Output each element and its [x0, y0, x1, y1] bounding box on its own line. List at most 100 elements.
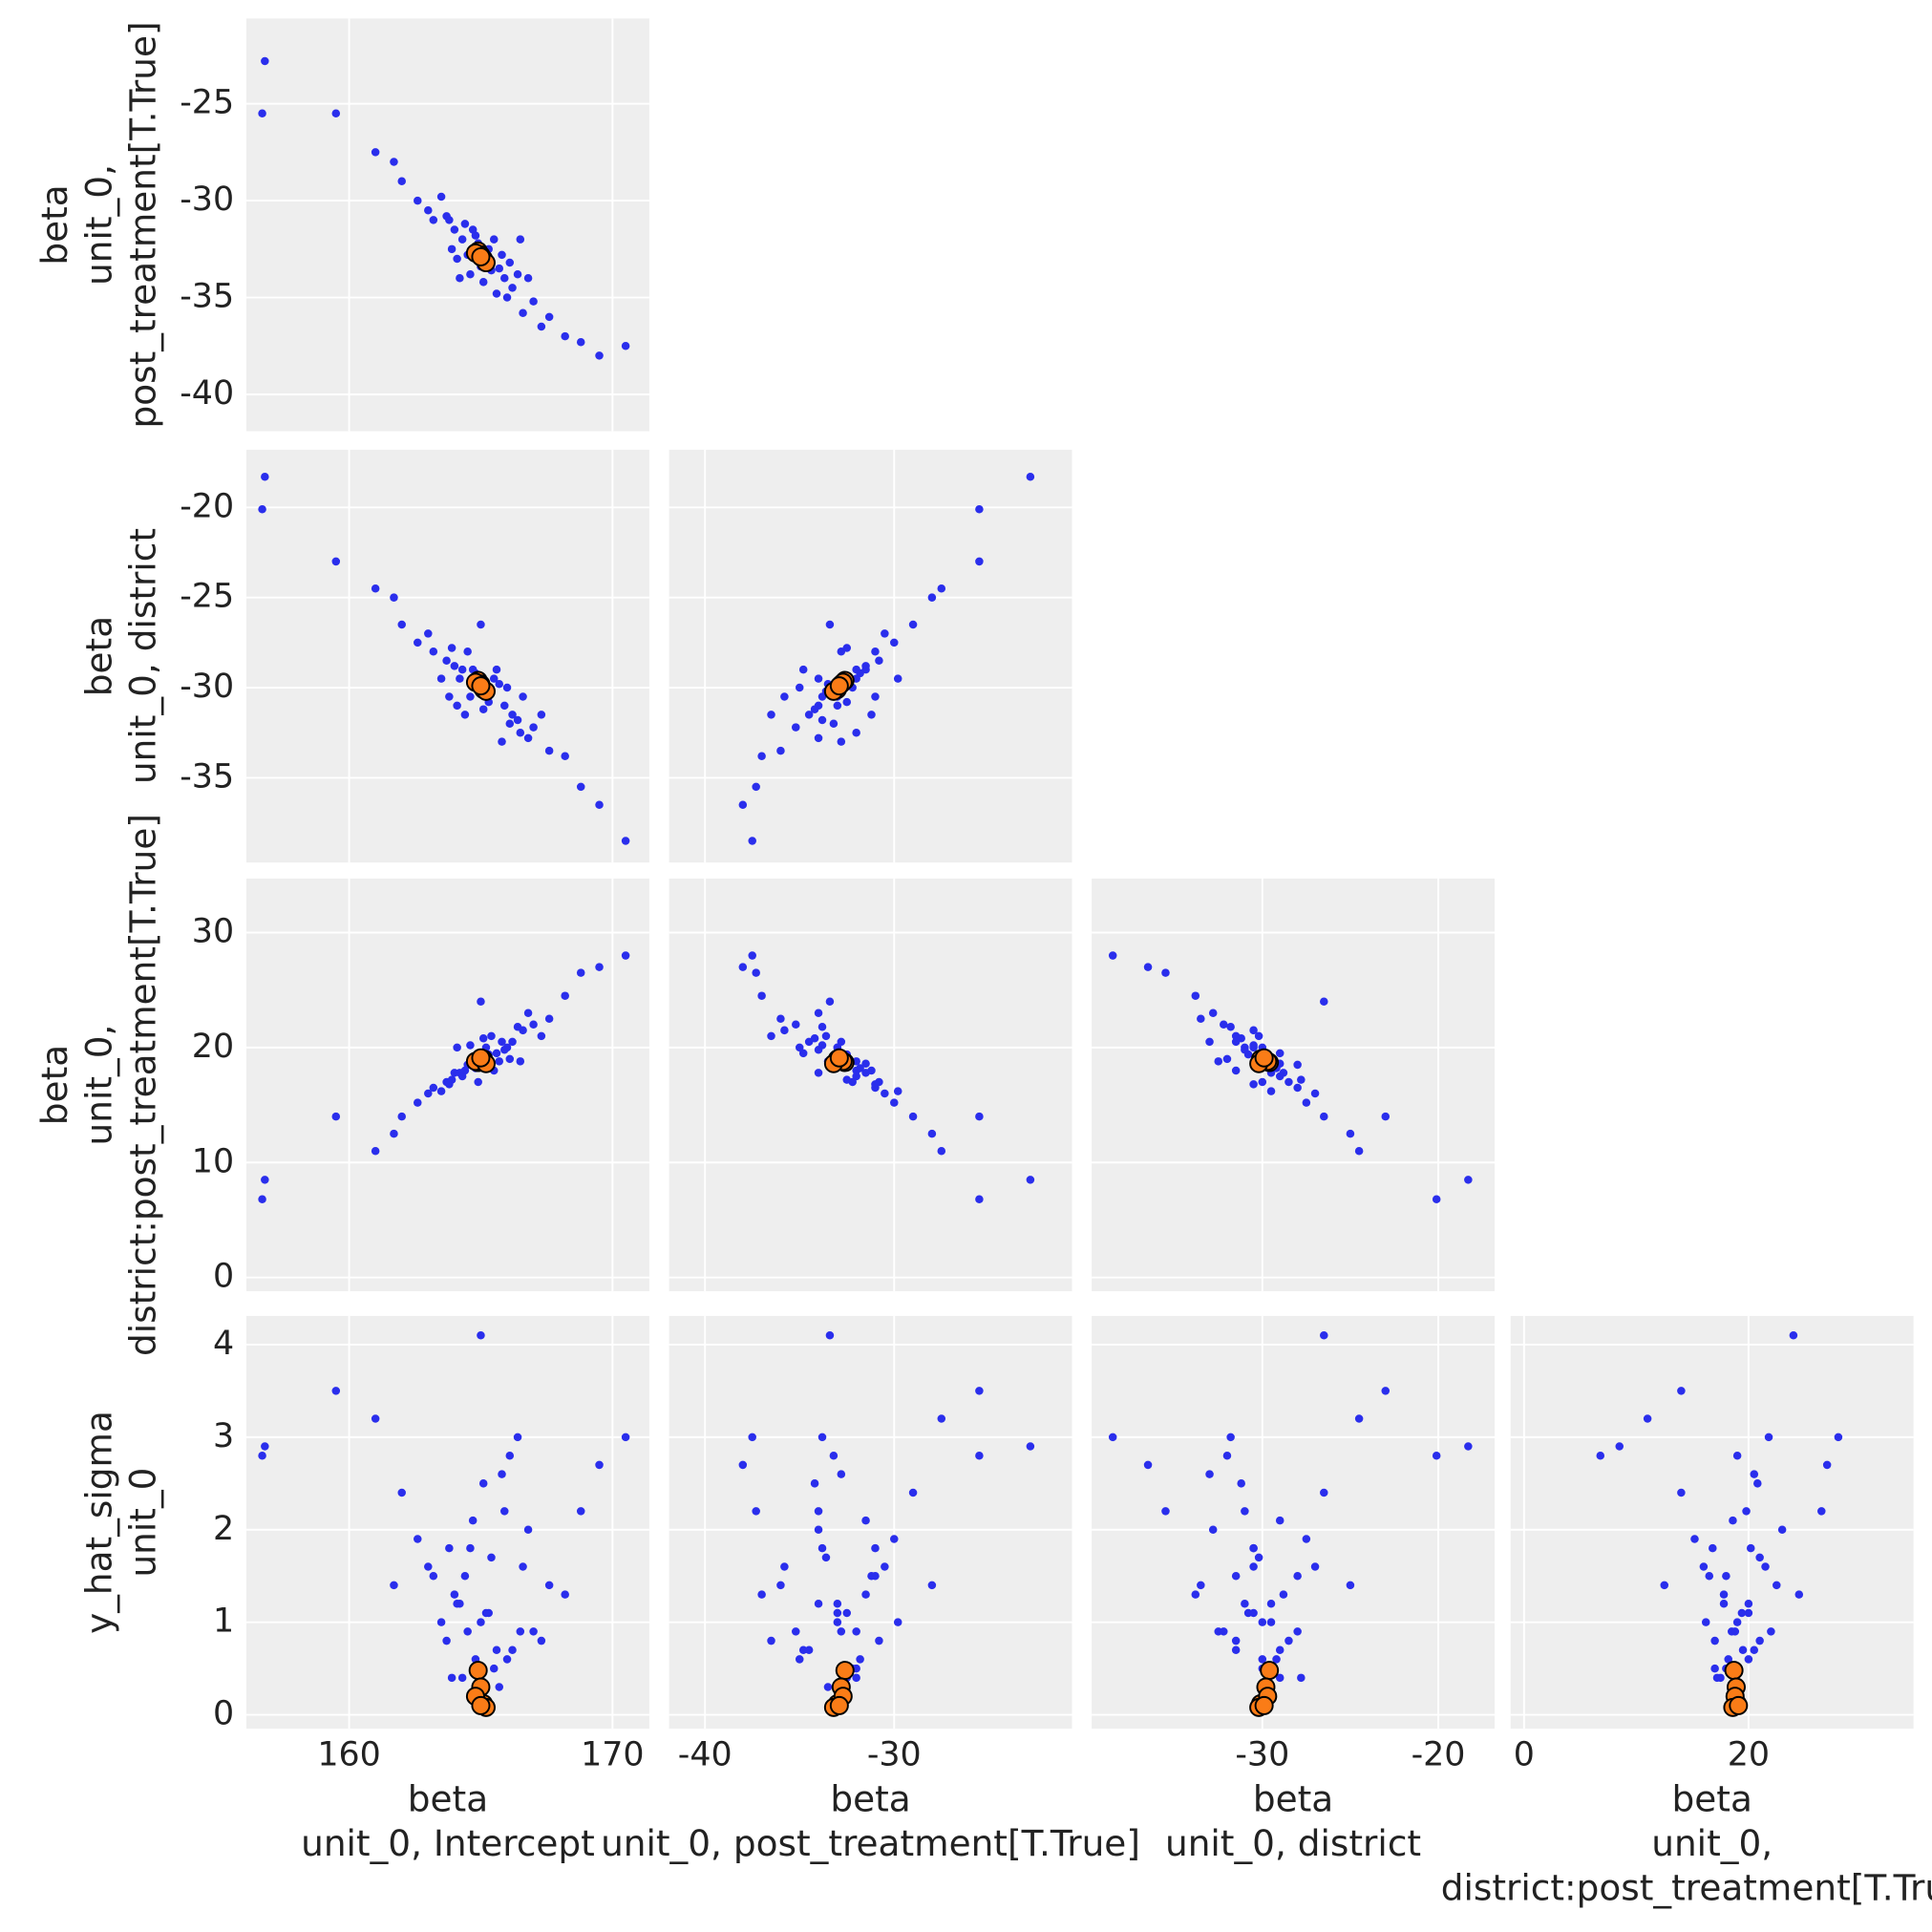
sample-point: [519, 1562, 527, 1571]
sample-point: [810, 1033, 819, 1043]
sample-point: [1354, 1146, 1364, 1156]
sample-point: [1753, 1479, 1762, 1488]
sample-point: [1214, 1627, 1223, 1636]
sample-point: [748, 837, 756, 845]
sample-point: [1744, 1608, 1753, 1618]
sample-point: [1266, 1600, 1276, 1608]
sample-point: [456, 1600, 464, 1608]
sample-point: [414, 638, 422, 648]
sample-point: [390, 593, 398, 602]
sample-point: [757, 1590, 766, 1599]
y-tick-label: 20: [192, 1028, 234, 1066]
sample-point: [833, 1608, 842, 1618]
sample-point: [861, 665, 870, 674]
sample-point: [523, 1008, 533, 1018]
sample-point: [1464, 1176, 1473, 1184]
sample-point: [442, 1636, 451, 1645]
sample-point: [261, 1176, 269, 1184]
sample-point: [1254, 1031, 1263, 1041]
sample-point: [1677, 1387, 1686, 1395]
sample-point: [371, 148, 380, 157]
sample-point: [810, 705, 819, 713]
sample-point: [1432, 1195, 1441, 1204]
x-tick-label: 160: [317, 1736, 380, 1774]
sample-point: [516, 235, 525, 244]
sample-point: [331, 1112, 341, 1121]
sample-point: [498, 250, 506, 260]
sample-point: [817, 1022, 827, 1031]
sample-point: [478, 1479, 488, 1488]
sample-point: [1817, 1507, 1826, 1516]
sample-point: [814, 1046, 823, 1054]
sample-point: [621, 1433, 630, 1442]
sample-point: [1275, 1516, 1284, 1525]
sample-point: [1699, 1562, 1709, 1571]
sample-point: [468, 1516, 478, 1525]
sample-point: [513, 269, 522, 279]
sample-point: [537, 1636, 546, 1645]
panel-background: [1092, 878, 1495, 1292]
sample-point: [445, 692, 454, 701]
sample-point: [795, 1043, 804, 1052]
x-axis-label: beta: [1672, 1778, 1752, 1820]
y-tick-label: 3: [213, 1417, 234, 1455]
panel-background: [669, 1315, 1072, 1730]
sample-point: [1705, 1571, 1714, 1581]
sample-point: [1284, 1077, 1293, 1087]
panel-background: [1092, 1315, 1495, 1730]
sample-point: [817, 715, 827, 725]
y-tick-label: -25: [180, 84, 234, 122]
x-axis-label: unit_0, Intercept: [301, 1822, 595, 1864]
sample-point: [1310, 1089, 1320, 1098]
sample-point: [523, 1525, 533, 1535]
panel-background: [246, 449, 649, 863]
sample-point: [817, 1543, 827, 1553]
sample-point: [502, 683, 512, 692]
sample-point: [875, 656, 883, 665]
points: [1596, 1331, 1843, 1717]
sample-point: [516, 1627, 525, 1636]
y-axis-label: unit_0, district: [122, 528, 164, 784]
sample-point: [505, 258, 515, 267]
sample-point: [463, 1627, 472, 1636]
y-tick-label: -40: [180, 374, 234, 413]
sample-point: [842, 644, 852, 652]
sample-point: [881, 1562, 889, 1571]
sample-point: [1249, 1608, 1258, 1618]
sample-point: [814, 733, 823, 743]
sample-point: [798, 665, 808, 674]
sample-point: [757, 752, 766, 761]
sample-point: [1197, 1581, 1205, 1590]
sample-point: [1275, 1049, 1284, 1058]
y-tick-label: 4: [213, 1325, 234, 1363]
sample-point: [861, 1516, 870, 1525]
sample-point: [821, 1553, 831, 1562]
sample-point: [825, 997, 835, 1006]
sample-point: [1258, 1655, 1267, 1664]
sample-point: [1346, 1581, 1355, 1590]
sample-point: [1710, 1664, 1719, 1673]
sample-point: [447, 644, 456, 652]
sample-point: [927, 1129, 937, 1138]
sample-point: [1712, 1673, 1722, 1683]
points: [258, 1331, 630, 1717]
sample-point: [544, 746, 554, 755]
sample-point: [1231, 1571, 1241, 1581]
sample-point: [1737, 1608, 1747, 1618]
sample-point: [1231, 1031, 1241, 1041]
sample-point: [1258, 1618, 1267, 1626]
sample-point: [975, 557, 984, 566]
sample-point: [414, 1098, 422, 1107]
sample-point: [814, 1525, 823, 1535]
x-tick-label: 170: [581, 1736, 644, 1774]
sample-point: [890, 1098, 899, 1107]
divergent-point: [835, 1661, 855, 1681]
sample-point: [537, 1031, 546, 1041]
x-tick-label: 20: [1728, 1736, 1770, 1774]
sample-point: [1241, 1600, 1249, 1608]
sample-point: [1732, 1618, 1742, 1626]
sample-point: [424, 205, 433, 215]
sample-point: [1108, 1433, 1117, 1442]
sample-point: [1293, 1083, 1302, 1093]
sample-point: [833, 1600, 842, 1608]
